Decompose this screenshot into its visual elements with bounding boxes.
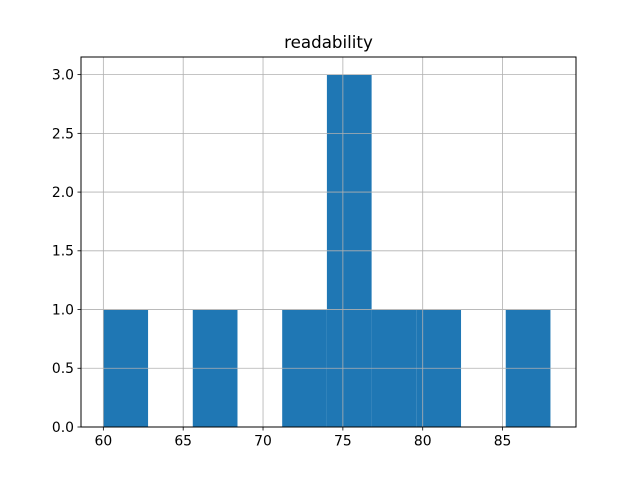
y-tick-label: 3.0 [52,68,74,84]
y-tick-labels: 0.0 0.5 1.0 1.5 2.0 2.5 3.0 [52,68,74,436]
plot-border [80,56,577,428]
chart-title: readability [284,32,373,52]
x-tick-labels: 60 65 70 75 80 85 [95,434,512,450]
y-tick-label: 2.5 [52,126,74,142]
x-tick-label: 70 [254,434,272,450]
x-tick-label: 65 [174,434,192,450]
grid-layer [81,57,576,428]
x-tick-label: 60 [95,434,113,450]
ticks-layer [77,74,503,431]
y-tick-label: 2.0 [52,185,74,201]
y-tick-label: 1.0 [52,302,74,318]
x-tick-label: 75 [334,434,352,450]
x-tick-label: 85 [494,434,512,450]
y-tick-label: 1.5 [52,244,74,260]
x-tick-label: 80 [414,434,432,450]
y-tick-label: 0.0 [52,420,74,436]
y-tick-label: 0.5 [52,361,74,377]
